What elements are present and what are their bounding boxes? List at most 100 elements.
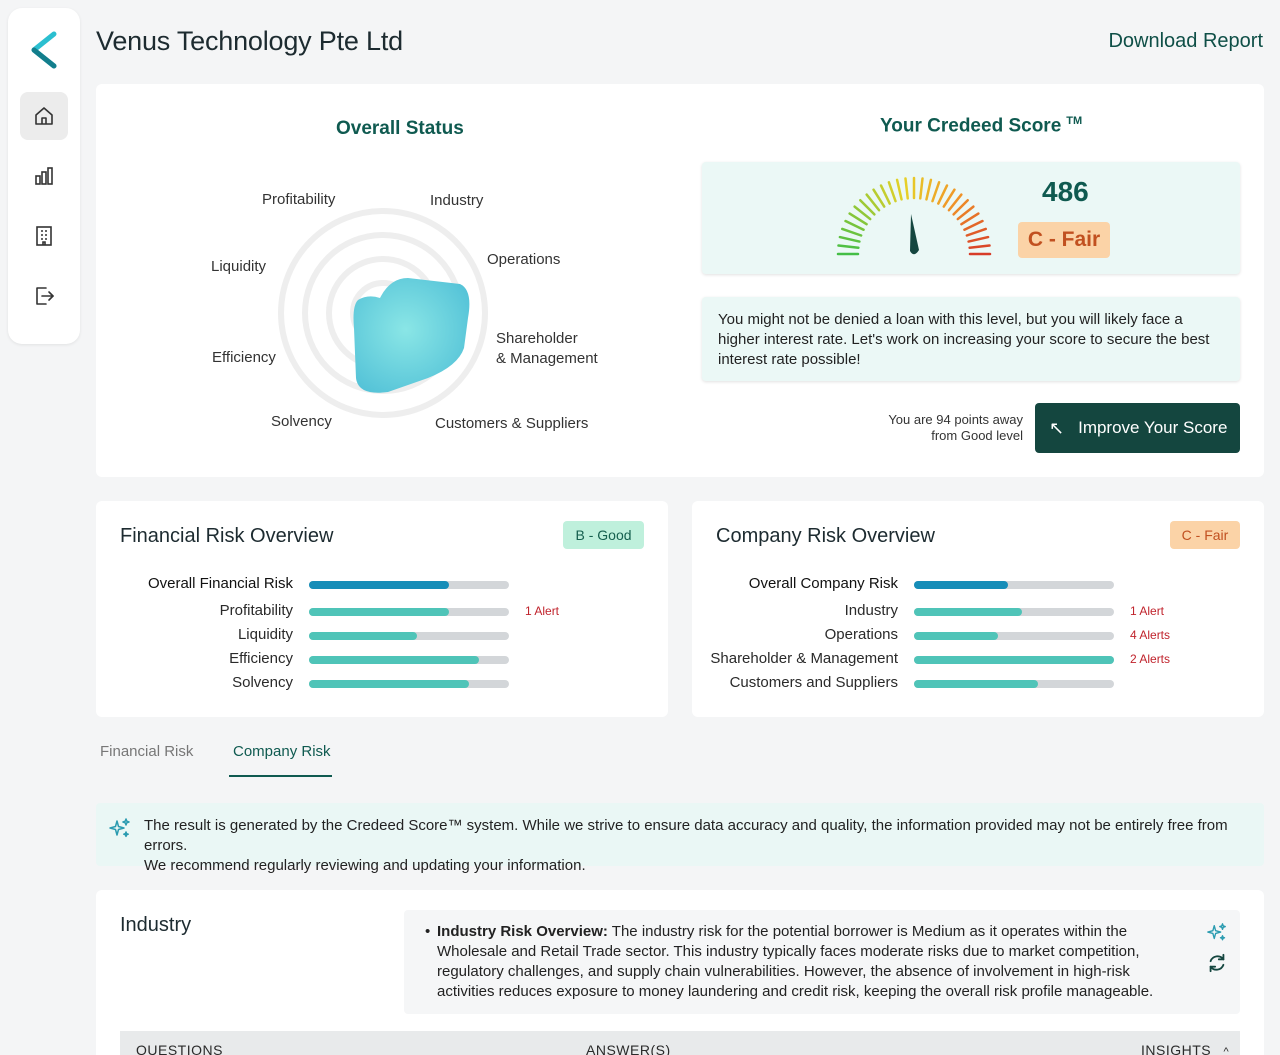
overview-card: Overall Status Profitability Industry Op… bbox=[96, 84, 1264, 477]
gauge-needle bbox=[910, 214, 919, 255]
financial-risk-bar bbox=[309, 608, 509, 616]
company-risk-label: Industry bbox=[844, 602, 898, 619]
sidebar-item-company[interactable] bbox=[20, 212, 68, 260]
sidebar-item-home[interactable] bbox=[20, 92, 68, 140]
financial-risk-label: Overall Financial Risk bbox=[147, 575, 293, 592]
credeed-score-title: Your Credeed Score TM bbox=[880, 115, 1083, 137]
insight-heading: Industry Risk Overview: bbox=[437, 923, 608, 940]
financial-risk-bar-fill bbox=[309, 656, 479, 664]
financial-risk-badge: B - Good bbox=[563, 521, 644, 549]
download-report-link[interactable]: Download Report bbox=[1108, 30, 1263, 52]
radar-label-solvency: Solvency bbox=[271, 413, 332, 430]
ai-sparkle-icon[interactable] bbox=[1206, 922, 1228, 944]
company-risk-bar-fill bbox=[914, 680, 1038, 688]
financial-risk-bar bbox=[309, 656, 509, 664]
financial-risk-bar-fill bbox=[309, 632, 417, 640]
insight-text: The industry risk for the potential borr… bbox=[437, 923, 1154, 1000]
building-icon bbox=[36, 226, 52, 246]
financial-risk-card: Financial Risk Overview B - Good Overall… bbox=[96, 501, 668, 717]
financial-risk-label: Efficiency bbox=[229, 650, 293, 667]
column-insights[interactable]: INSIGHTS ^ bbox=[1141, 1042, 1229, 1055]
company-risk-row: Overall Company Risk bbox=[692, 575, 1264, 594]
score-value: 486 bbox=[1042, 176, 1089, 207]
company-risk-label: Operations bbox=[824, 626, 898, 643]
company-risk-card: Company Risk Overview C - Fair Overall C… bbox=[692, 501, 1264, 717]
financial-risk-bar-fill bbox=[309, 581, 449, 589]
chevron-up-icon: ^ bbox=[1223, 1046, 1230, 1055]
company-risk-bar-fill bbox=[914, 656, 1114, 664]
company-risk-alert[interactable]: 2 Alerts bbox=[1130, 652, 1171, 666]
company-risk-label: Overall Company Risk bbox=[748, 575, 898, 592]
radar-label-liquidity: Liquidity bbox=[211, 258, 267, 275]
company-risk-row: Shareholder & Management 2 Alerts bbox=[692, 650, 1264, 669]
radar-shape bbox=[353, 278, 470, 393]
financial-risk-bar bbox=[309, 680, 509, 688]
radar-chart bbox=[278, 208, 488, 418]
score-panel: 486 C - Fair bbox=[702, 162, 1240, 274]
financial-risk-bar bbox=[309, 581, 509, 589]
company-risk-label: Shareholder & Management bbox=[710, 650, 898, 667]
sidebar-item-logout[interactable] bbox=[20, 272, 68, 320]
sparkle-icon bbox=[109, 818, 130, 838]
financial-risk-row: Efficiency bbox=[96, 650, 668, 669]
company-risk-bar-fill bbox=[914, 608, 1022, 616]
refresh-icon[interactable] bbox=[1206, 952, 1228, 974]
company-risk-label: Customers and Suppliers bbox=[729, 674, 898, 691]
financial-risk-label: Solvency bbox=[232, 674, 293, 691]
radar-label-customers-suppliers: Customers & Suppliers bbox=[435, 415, 589, 432]
company-risk-bar bbox=[914, 581, 1114, 589]
company-risk-alert[interactable]: 4 Alerts bbox=[1130, 628, 1171, 642]
logo-icon[interactable] bbox=[28, 30, 60, 70]
industry-title: Industry bbox=[120, 914, 192, 936]
score-grade-badge: C - Fair bbox=[1018, 222, 1110, 258]
company-risk-bar-fill bbox=[914, 581, 1008, 589]
company-risk-bar bbox=[914, 632, 1114, 640]
company-risk-bar bbox=[914, 608, 1114, 616]
financial-risk-row: Solvency bbox=[96, 674, 668, 693]
column-questions: QUESTIONS bbox=[136, 1042, 223, 1055]
disclaimer-notice: The result is generated by the Credeed S… bbox=[96, 803, 1264, 874]
company-risk-bar bbox=[914, 680, 1114, 688]
score-message: You might not be denied a loan with this… bbox=[702, 297, 1240, 381]
company-risk-row: Customers and Suppliers bbox=[692, 674, 1264, 693]
disclaimer-text: The result is generated by the Credeed S… bbox=[144, 817, 1228, 874]
tab-financial-risk[interactable]: Financial Risk bbox=[100, 743, 194, 760]
page-title: Venus Technology Pte Ltd bbox=[96, 26, 403, 56]
improve-score-button[interactable]: ↖ Improve Your Score bbox=[1035, 403, 1240, 453]
column-answers: ANSWER(S) bbox=[586, 1042, 671, 1055]
radar-label-profitability: Profitability bbox=[262, 191, 336, 208]
financial-risk-bar-fill bbox=[309, 608, 449, 616]
points-away-text: You are 94 points away from Good level bbox=[888, 412, 1023, 443]
radar-label-industry: Industry bbox=[430, 192, 484, 209]
financial-risk-bar bbox=[309, 632, 509, 640]
arrow-up-left-icon: ↖ bbox=[1049, 417, 1065, 438]
company-risk-bar-fill bbox=[914, 632, 998, 640]
financial-risk-label: Profitability bbox=[219, 602, 293, 619]
company-risk-row: Operations 4 Alerts bbox=[692, 626, 1264, 645]
financial-risk-row: Liquidity bbox=[96, 626, 668, 645]
sidebar-item-analytics[interactable] bbox=[20, 152, 68, 200]
radar-label-operations: Operations bbox=[487, 251, 561, 268]
logout-icon bbox=[36, 287, 54, 305]
financial-risk-alert[interactable]: 1 Alert bbox=[525, 604, 560, 618]
financial-risk-row: Overall Financial Risk bbox=[96, 575, 668, 594]
radar-label-shareholder: Shareholder bbox=[496, 330, 578, 347]
industry-insight: • Industry Risk Overview: The industry r… bbox=[404, 910, 1240, 1014]
active-tab-indicator bbox=[229, 775, 332, 777]
financial-risk-bar-fill bbox=[309, 680, 469, 688]
industry-card: Industry • Industry Risk Overview: The i… bbox=[96, 890, 1264, 1055]
overall-status-title: Overall Status bbox=[336, 118, 464, 139]
bar-chart-icon bbox=[35, 167, 53, 185]
company-risk-badge: C - Fair bbox=[1170, 521, 1240, 549]
financial-risk-title: Financial Risk Overview bbox=[120, 525, 334, 547]
tab-company-risk[interactable]: Company Risk bbox=[233, 743, 331, 760]
score-gauge bbox=[836, 176, 992, 256]
financial-risk-row: Profitability 1 Alert bbox=[96, 602, 668, 621]
financial-risk-label: Liquidity bbox=[237, 626, 293, 643]
radar-label-management: & Management bbox=[496, 350, 598, 367]
company-risk-bar bbox=[914, 656, 1114, 664]
company-risk-row: Industry 1 Alert bbox=[692, 602, 1264, 621]
company-risk-title: Company Risk Overview bbox=[716, 525, 935, 547]
home-icon bbox=[35, 107, 53, 125]
company-risk-alert[interactable]: 1 Alert bbox=[1130, 604, 1165, 618]
